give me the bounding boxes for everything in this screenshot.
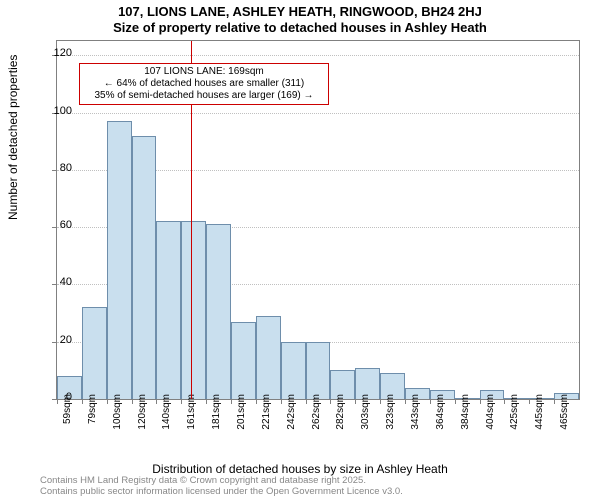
histogram-bar	[156, 221, 181, 399]
x-tick-label: 323sqm	[385, 394, 396, 430]
x-tick-label: 201sqm	[236, 394, 247, 430]
x-tick-label: 100sqm	[112, 394, 123, 430]
histogram-bar	[82, 307, 107, 399]
x-tick-label: 425sqm	[509, 394, 520, 430]
x-tick-label: 181sqm	[211, 394, 222, 430]
annotation-line-2: ← 64% of detached houses are smaller (31…	[85, 78, 323, 90]
plot-area: 59sqm79sqm100sqm120sqm140sqm161sqm181sqm…	[56, 40, 580, 400]
annotation-line-1: 107 LIONS LANE: 169sqm	[85, 66, 323, 78]
x-tick-label: 364sqm	[435, 394, 446, 430]
y-tick-label: 100	[42, 105, 72, 117]
x-tick-label: 242sqm	[286, 394, 297, 430]
property-size-histogram: 107, LIONS LANE, ASHLEY HEATH, RINGWOOD,…	[0, 0, 600, 500]
x-tick-label: 79sqm	[87, 394, 98, 424]
y-axis-label: Number of detached properties	[6, 55, 20, 220]
y-tick-label: 20	[42, 334, 72, 346]
x-tick-label: 120sqm	[137, 394, 148, 430]
x-tick-label: 445sqm	[534, 394, 545, 430]
y-tick-label: 80	[42, 162, 72, 174]
histogram-bar	[181, 221, 206, 399]
x-tick-label: 161sqm	[186, 394, 197, 430]
histogram-bar	[132, 136, 157, 399]
x-tick-label: 465sqm	[559, 394, 570, 430]
histogram-bar	[256, 316, 281, 399]
attribution-line-2: Contains public sector information licen…	[40, 487, 403, 498]
chart-title-main: 107, LIONS LANE, ASHLEY HEATH, RINGWOOD,…	[0, 0, 600, 20]
histogram-bar	[231, 322, 256, 399]
x-tick-label: 262sqm	[311, 394, 322, 430]
y-tick-label: 0	[42, 391, 72, 403]
x-tick-label: 303sqm	[360, 394, 371, 430]
x-tick-label: 221sqm	[261, 394, 272, 430]
y-tick-label: 40	[42, 276, 72, 288]
histogram-bar	[306, 342, 331, 399]
chart-title-sub: Size of property relative to detached ho…	[0, 20, 600, 38]
y-tick-label: 60	[42, 219, 72, 231]
histogram-bar	[206, 224, 231, 399]
x-tick-label: 404sqm	[485, 394, 496, 430]
annotation-box: 107 LIONS LANE: 169sqm← 64% of detached …	[79, 63, 329, 105]
y-tick-label: 120	[42, 47, 72, 59]
x-tick-label: 384sqm	[460, 394, 471, 430]
histogram-bar	[281, 342, 306, 399]
x-tick-label: 282sqm	[335, 394, 346, 430]
x-tick-label: 140sqm	[161, 394, 172, 430]
chart-attribution: Contains HM Land Registry data © Crown c…	[40, 476, 403, 498]
histogram-bar	[107, 121, 132, 399]
x-tick-label: 343sqm	[410, 394, 421, 430]
annotation-line-3: 35% of semi-detached houses are larger (…	[85, 90, 323, 102]
x-axis-label: Distribution of detached houses by size …	[0, 462, 600, 476]
